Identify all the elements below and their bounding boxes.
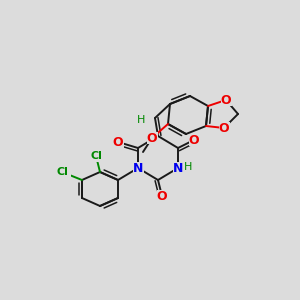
Bar: [53, 166, 71, 178]
Bar: [112, 136, 124, 148]
Text: Cl: Cl: [90, 151, 102, 161]
Text: O: O: [219, 122, 229, 134]
Bar: [133, 162, 143, 174]
Text: H: H: [137, 115, 145, 125]
Text: O: O: [189, 134, 199, 146]
Text: O: O: [147, 131, 157, 145]
Text: H: H: [184, 162, 192, 172]
Bar: [87, 150, 105, 162]
Bar: [157, 190, 167, 202]
Bar: [146, 132, 158, 144]
Bar: [188, 134, 200, 146]
Bar: [172, 162, 184, 174]
Text: Cl: Cl: [56, 167, 68, 177]
Text: O: O: [221, 94, 231, 106]
Bar: [220, 94, 232, 106]
Text: O: O: [157, 190, 167, 202]
Bar: [218, 122, 230, 134]
Text: N: N: [173, 161, 183, 175]
Text: O: O: [113, 136, 123, 148]
Text: N: N: [133, 161, 143, 175]
